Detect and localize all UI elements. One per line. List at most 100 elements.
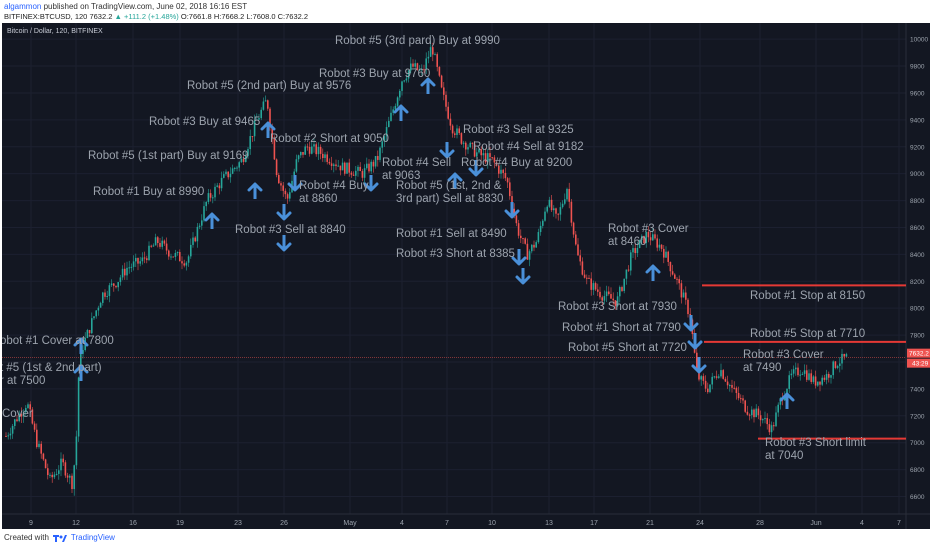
candle-body bbox=[40, 443, 42, 454]
candle-body bbox=[636, 247, 639, 254]
candle-body bbox=[531, 244, 533, 252]
candle-body bbox=[489, 153, 491, 158]
candle-body bbox=[311, 146, 313, 154]
candle-body bbox=[753, 409, 755, 418]
candle-body bbox=[599, 291, 601, 298]
candle-body bbox=[91, 318, 93, 334]
candle-body bbox=[247, 149, 249, 156]
candle-body bbox=[154, 237, 157, 246]
candle-body bbox=[612, 298, 614, 301]
candle-body bbox=[434, 54, 436, 56]
candle-body bbox=[641, 235, 643, 240]
tradingview-logo-icon bbox=[52, 534, 67, 542]
y-tick-label: 8200 bbox=[910, 279, 925, 286]
author-link[interactable]: algammon bbox=[4, 2, 42, 11]
y-tick-label: 6800 bbox=[910, 467, 925, 474]
candle-body bbox=[407, 70, 410, 79]
candle-body bbox=[460, 133, 463, 144]
candle-body bbox=[348, 162, 350, 173]
candle-body bbox=[390, 112, 392, 121]
candle-body bbox=[572, 222, 575, 235]
candle-body bbox=[801, 373, 804, 375]
candle-body bbox=[181, 261, 183, 264]
y-tick-label: 9200 bbox=[910, 144, 925, 151]
candle-body bbox=[654, 234, 656, 239]
candle-body bbox=[493, 157, 496, 163]
candle-body bbox=[20, 413, 23, 417]
candle-body bbox=[667, 251, 669, 262]
candle-body bbox=[220, 177, 223, 189]
candle-body bbox=[159, 242, 161, 247]
candle-body bbox=[473, 143, 476, 157]
candle-body bbox=[146, 258, 148, 261]
candle-body bbox=[357, 166, 359, 171]
arrow-down-icon bbox=[515, 268, 531, 285]
candle-body bbox=[416, 63, 419, 70]
candle-body bbox=[665, 251, 667, 258]
price-badge-value: 7632.2 bbox=[909, 351, 929, 358]
price-chart[interactable]: 9 12 16 19 23 26 May 4 7 10 13 17 21 24 28 Jun 4 7 6600 680… bbox=[2, 23, 930, 529]
candle-body bbox=[685, 292, 687, 300]
candle-body bbox=[663, 248, 665, 258]
candle-body bbox=[209, 193, 212, 198]
candle-body bbox=[740, 398, 742, 400]
candle-body bbox=[315, 144, 317, 155]
candle-body bbox=[550, 199, 553, 211]
arrow-up-icon bbox=[260, 121, 276, 138]
candle-body bbox=[14, 419, 16, 426]
candle-body bbox=[73, 465, 75, 490]
candle-body bbox=[462, 142, 465, 144]
annotation-r5-2nd-buy: Robot #5 (2nd part) Buy at 9576 bbox=[187, 80, 352, 92]
arrow-up-icon bbox=[779, 392, 795, 409]
candle-body bbox=[645, 232, 647, 244]
ticker: BITFINEX:BTCUSD, 120 bbox=[4, 12, 88, 21]
arrow-up-icon bbox=[73, 337, 89, 354]
candle-body bbox=[731, 385, 733, 388]
candle-body bbox=[649, 237, 652, 241]
candle-body bbox=[568, 188, 570, 202]
candle-body bbox=[575, 234, 577, 245]
candle-body bbox=[58, 470, 60, 474]
candle-body bbox=[93, 316, 95, 319]
chart-canvas[interactable]: 9 12 16 19 23 26 May 4 7 10 13 17 21 24 28 Jun 4 7 6600 680… bbox=[2, 23, 930, 529]
candle-body bbox=[454, 133, 456, 135]
candle-body bbox=[491, 157, 493, 159]
candle-body bbox=[148, 245, 150, 261]
candle-body bbox=[256, 119, 258, 121]
tradingview-link[interactable]: TradingView bbox=[70, 533, 115, 542]
candle-body bbox=[207, 193, 210, 202]
candle-body bbox=[229, 173, 232, 178]
annotation-r3-sell-9325: Robot #3 Sell at 9325 bbox=[463, 124, 574, 136]
annotation-r1-sell-8490: Robot #1 Sell at 8490 bbox=[396, 228, 507, 240]
candle-body bbox=[172, 256, 174, 258]
candle-body bbox=[748, 414, 751, 416]
candle-body bbox=[542, 220, 544, 226]
candle-body bbox=[135, 257, 137, 262]
candle-body bbox=[368, 163, 370, 172]
x-tick-label: 21 bbox=[646, 520, 654, 527]
candle-body bbox=[374, 156, 377, 167]
ticker-info: BITFINEX:BTCUSD, 120 7632.2 ▲ +111.2 (+1… bbox=[4, 12, 308, 21]
publish-info: algammon published on TradingView.com, J… bbox=[4, 2, 247, 11]
annotation-r4-buy-9200: Robot #4 Buy at 9200 bbox=[461, 157, 573, 169]
candle-body bbox=[841, 353, 843, 364]
candle-body bbox=[383, 136, 386, 142]
candle-body bbox=[588, 277, 590, 279]
candle-body bbox=[421, 69, 423, 71]
candle-body bbox=[803, 370, 806, 374]
candle-body bbox=[449, 118, 452, 126]
timer-badge-value: 43:29 bbox=[912, 361, 929, 368]
candle-body bbox=[214, 186, 216, 198]
candle-body bbox=[337, 165, 339, 167]
annotation-r1-buy-8990: Robot #1 Buy at 8990 bbox=[93, 186, 205, 198]
candle-body bbox=[99, 302, 102, 308]
candle-body bbox=[469, 142, 471, 148]
candle-body bbox=[786, 388, 788, 396]
candle-body bbox=[286, 194, 289, 199]
y-tick-label: 7800 bbox=[910, 333, 925, 340]
candle-body bbox=[715, 376, 718, 378]
candle-body bbox=[535, 242, 537, 248]
x-tick-label: May bbox=[343, 520, 357, 527]
candle-body bbox=[60, 458, 62, 471]
footer: Created with TradingView bbox=[4, 533, 115, 542]
